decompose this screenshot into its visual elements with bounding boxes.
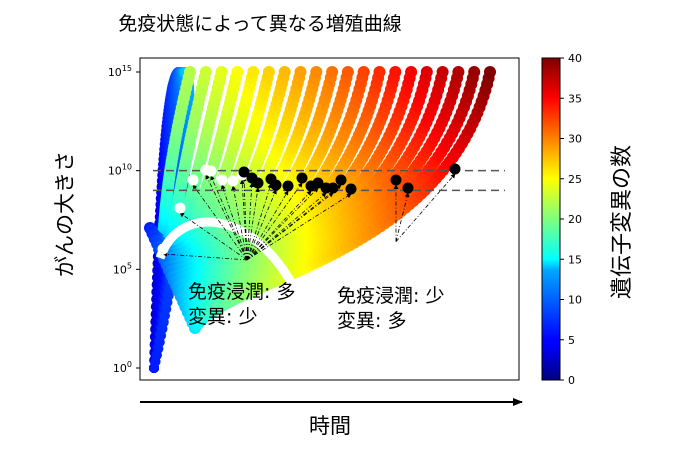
- y-tick-label-0: 100: [113, 360, 132, 375]
- arrow-low-2: [395, 173, 456, 242]
- plot-frame: [139, 57, 520, 381]
- annotation-low-infiltration: 免疫浸潤: 少 変異: 多: [337, 284, 444, 334]
- y-tick-exponent: 0: [127, 360, 132, 369]
- y-tick-exponent: 5: [127, 261, 132, 270]
- arrow-high-17: [246, 192, 327, 261]
- origin-dots: [157, 163, 461, 255]
- black-dot-6: [296, 172, 308, 184]
- y-axis-label: がんの大きさ: [53, 151, 77, 277]
- black-dot-10: [327, 182, 339, 194]
- arrow-high-10: [246, 187, 260, 260]
- arrow-high-16: [246, 187, 319, 261]
- black-dot-5: [282, 180, 294, 192]
- arrow-high-8: [241, 176, 248, 260]
- white-dot-5: [216, 174, 228, 186]
- arrow-high-2: [192, 184, 248, 261]
- arrow-high-14: [246, 182, 303, 261]
- white-dot-4: [205, 165, 217, 177]
- arrow-high-6: [231, 185, 248, 260]
- black-dot-0: [238, 166, 250, 178]
- colorbar-tick-label-15: 15: [568, 253, 582, 266]
- black-dot-11: [335, 174, 347, 186]
- annotation-low-line2: 変異: 多: [337, 310, 407, 332]
- chart-title: 免疫状態によって異なる増殖曲線: [118, 13, 402, 35]
- colorbar-gradient: [541, 57, 561, 381]
- colorbar-tick-label-35: 35: [568, 92, 582, 105]
- colorbar-tick-label-40: 40: [568, 52, 582, 65]
- white-dot-2: [187, 174, 199, 186]
- y-tick-label-2: 1010: [108, 163, 132, 178]
- y-tick-exponent: 10: [122, 163, 132, 172]
- x-axis-label: 時間: [309, 414, 351, 438]
- y-tick-label-3: 1015: [108, 64, 132, 79]
- black-dot-12: [345, 183, 357, 195]
- arrow-high-3: [205, 174, 248, 261]
- arrow-high-15: [246, 190, 312, 261]
- colorbar-ticks: 0 5 10 15 20 25 30 35 40: [560, 52, 582, 387]
- black-dot-13: [390, 174, 402, 186]
- black-dot-15: [449, 163, 461, 175]
- colorbar-tick-label-25: 25: [568, 173, 582, 186]
- y-tick-label-1: 105: [113, 261, 132, 276]
- black-dot-4: [270, 179, 282, 191]
- colorbar-label: 遺伝子変異の数: [610, 144, 635, 300]
- white-dot-0: [157, 243, 169, 255]
- black-dot-14: [402, 182, 414, 194]
- envelope-high: [155, 217, 305, 302]
- arrow-high-13: [246, 190, 289, 261]
- arrow-high-9: [246, 182, 255, 260]
- annotation-high-line1: 免疫浸潤: 多: [188, 281, 296, 303]
- annotation-high-line2: 変異: 少: [188, 306, 258, 328]
- arrow-high-11: [246, 183, 273, 261]
- black-dot-8: [312, 177, 324, 189]
- colorbar-tick-label-20: 20: [568, 213, 582, 226]
- arrow-high-5: [220, 184, 248, 261]
- arrow-high-0: [162, 251, 248, 261]
- black-dot-2: [252, 177, 264, 189]
- colorbar-tick-label-10: 10: [568, 294, 582, 307]
- colorbar-tick-label-30: 30: [568, 133, 582, 146]
- colorbar: 0 5 10 15 20 25 30 35 40: [541, 52, 582, 387]
- white-dot-6: [227, 175, 239, 187]
- arrow-high-19: [246, 184, 342, 261]
- colorbar-tick-label-0: 0: [568, 374, 575, 387]
- annotation-high-infiltration: 免疫浸潤: 多 変異: 少: [188, 280, 295, 330]
- annotation-low-line1: 免疫浸潤: 少: [337, 285, 445, 307]
- arrow-high-12: [246, 189, 277, 261]
- colorbar-tick-label-5: 5: [568, 334, 575, 347]
- arrow-high-7: [239, 179, 248, 260]
- y-tick-exponent: 15: [122, 64, 132, 73]
- envelope-low: [296, 297, 404, 342]
- lineage-arrows: [162, 173, 456, 261]
- white-dot-1: [174, 202, 186, 214]
- arrow-high-4: [210, 175, 248, 261]
- arrow-high-20: [246, 193, 352, 261]
